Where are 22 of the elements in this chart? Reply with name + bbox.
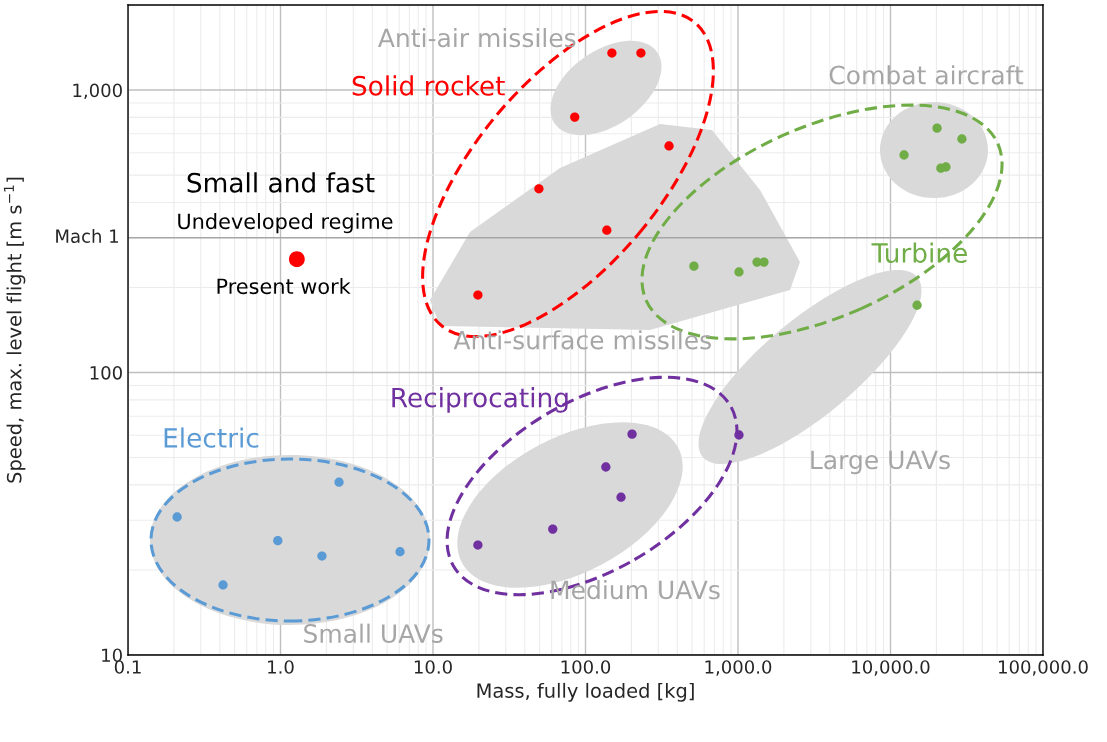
x-tick-label: 1,000.0 [705, 660, 772, 676]
annotation: Present work [217, 278, 351, 295]
x-tick-label: 1.0 [268, 660, 294, 674]
ref-line-label: Mach 1 [56, 229, 118, 243]
text: Solid rocket [352, 75, 505, 96]
x-tick-label: 100.0 [561, 660, 611, 674]
x-tick-label: 10,000.0 [852, 660, 930, 676]
annotation: Small and fast [187, 172, 375, 193]
annotation: Anti-air missiles [378, 27, 576, 48]
annotation: Small UAVs [304, 623, 443, 643]
x-tick-label: 10.0 [414, 660, 452, 674]
y-tick-label: 100 [90, 365, 122, 380]
x-tick-label: 100,000.0 [999, 660, 1088, 676]
annotation: Undeveloped regime [178, 213, 393, 234]
text: Reciprocating [392, 387, 568, 413]
series-label: Turbine [871, 242, 967, 263]
text: Electric [164, 427, 259, 448]
y-axis-title: Speed, max. level flight [m s$^{−1}$] [3, 177, 26, 483]
y-tick-label: 10 [102, 648, 122, 663]
x-axis-title: Mass, fully loaded [kg] [477, 682, 694, 702]
y-tick-label: 1,000 [73, 83, 122, 99]
x-tick-label: 0.1 [114, 660, 141, 674]
